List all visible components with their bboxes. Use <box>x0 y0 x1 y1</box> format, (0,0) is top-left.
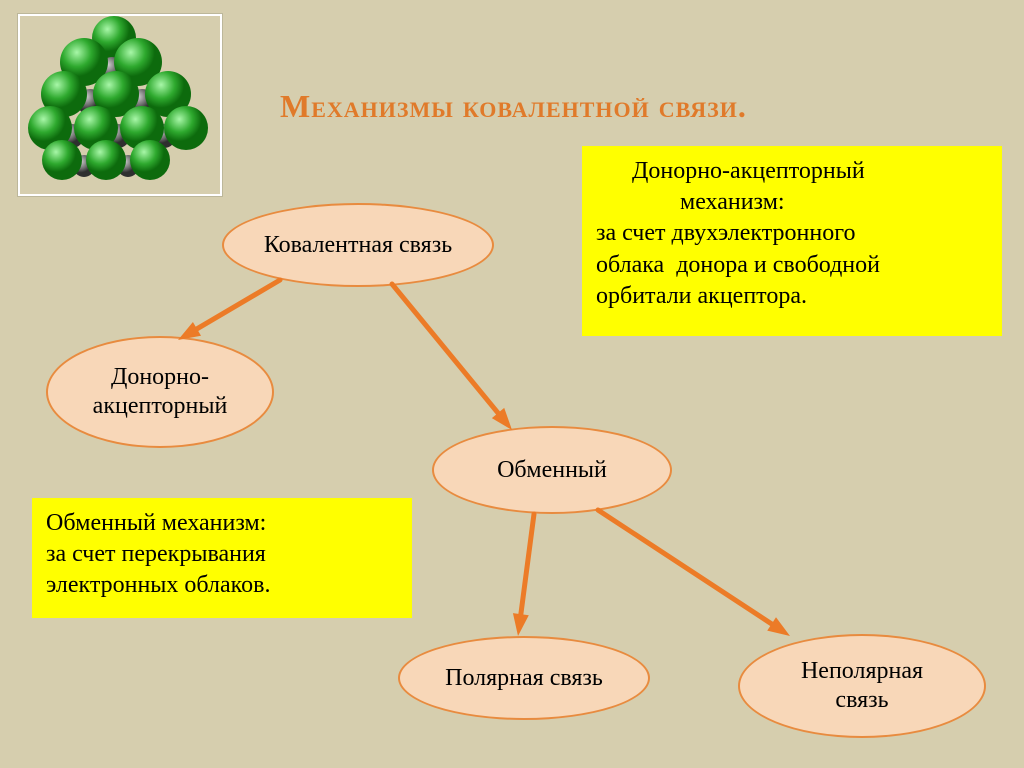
bubble-donor: Донорно- акцепторный <box>46 336 274 448</box>
donor-mechanism-textbox-line: орбитали акцептора. <box>596 281 988 312</box>
molecule-image <box>18 14 222 196</box>
bubble-nonpolar: Неполярная связь <box>738 634 986 738</box>
exchange-mechanism-textbox: Обменный механизм:за счет перекрыванияэл… <box>32 498 412 618</box>
donor-mechanism-textbox-line: облака донора и свободной <box>596 250 988 281</box>
donor-mechanism-textbox-line: за счет двухэлектронного <box>596 218 988 249</box>
donor-mechanism-textbox-line: Донорно-акцепторный <box>596 156 988 187</box>
bubble-root: Ковалентная связь <box>222 203 494 287</box>
slide-stage: Механизмы ковалентной связи. Донорно-акц… <box>0 0 1024 768</box>
exchange-mechanism-textbox-line: электронных облаков. <box>46 570 398 601</box>
donor-mechanism-textbox: Донорно-акцепторный механизм:за счет дву… <box>582 146 1002 336</box>
exchange-mechanism-textbox-line: Обменный механизм: <box>46 508 398 539</box>
donor-mechanism-textbox-line: механизм: <box>596 187 988 218</box>
slide-title: Механизмы ковалентной связи. <box>280 88 747 125</box>
exchange-mechanism-textbox-line: за счет перекрывания <box>46 539 398 570</box>
bubble-exchange: Обменный <box>432 426 672 514</box>
bubble-polar: Полярная связь <box>398 636 650 720</box>
